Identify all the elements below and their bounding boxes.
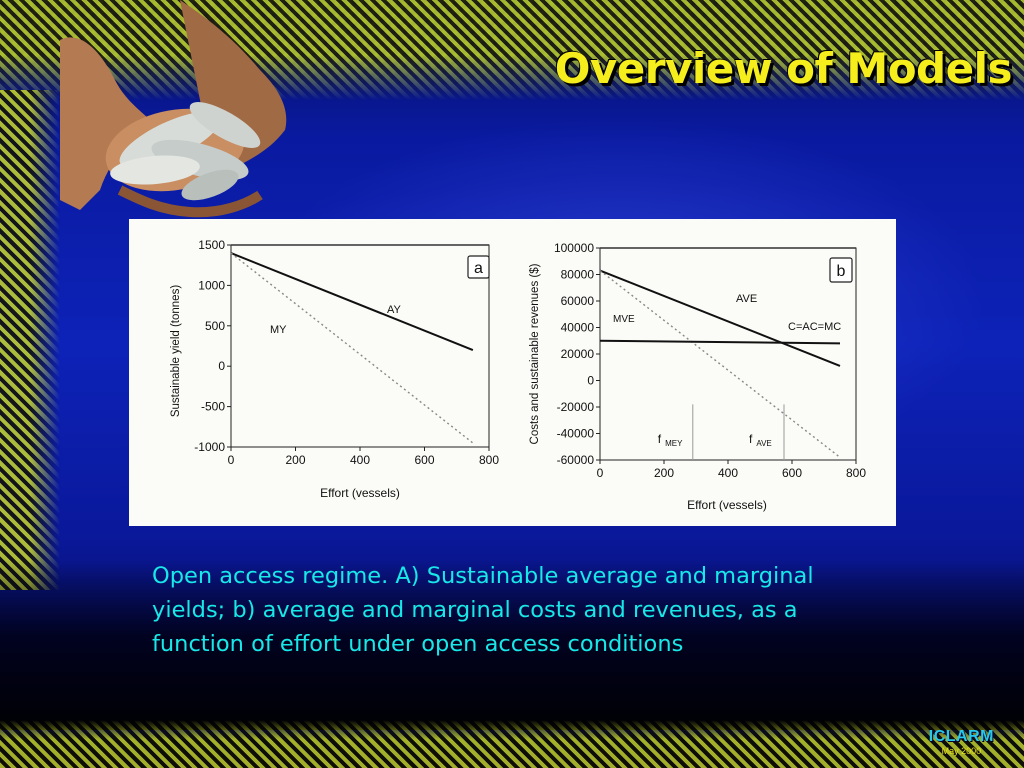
panel-a-xtick-label: 200 [285,453,305,467]
panel-b-ytick-label: -20000 [557,400,595,414]
slide-caption: Open access regime. A) Sustainable avera… [152,563,814,657]
panel-b-ytick-label: 0 [587,374,594,388]
iclarm-logo: ICLARM May 2000 [929,728,994,756]
woven-texture-top [0,0,1024,100]
panel-b-ytick-label: 80000 [561,268,595,282]
figure-svg: Sustainable yield (tonnes) Effort (vesse… [170,238,866,512]
series-label-ay: AY [387,304,402,316]
woven-texture-bottom [0,720,1024,768]
panel-b: Costs and sustainable revenues ($) Effor… [529,241,866,512]
panel-b-xtick-label: 0 [597,466,604,480]
series-line-mve [599,269,841,458]
panel-b-xlabel: Effort (vessels) [687,498,767,512]
panel-a-label-box [467,255,490,279]
panel-b-frame [599,247,857,461]
panel-b-xtick-label: 600 [782,466,802,480]
slide-title: Overview of Models [554,44,1013,93]
series-line-c-ac-mc [599,339,841,345]
panel-a-xlabel: Effort (vessels) [320,486,400,500]
panel-a-ytick-label: 1500 [198,238,225,252]
logo-text: ICLARM [928,728,994,745]
hands-holding-fish-image [60,0,287,218]
figure-panels: Sustainable yield (tonnes) Effort (vesse… [129,219,896,526]
panel-a-ytick-label: 1000 [198,278,225,292]
panel-a-xtick-label: 600 [414,453,434,467]
panel-b-ylabel: Costs and sustainable revenues ($) [529,263,541,444]
panel-a-ytick-label: 0 [218,359,225,373]
panel-a-xtick-label: 400 [350,453,370,467]
series-label-ave: AVE [736,293,757,305]
panel-b-ytick-label: 40000 [561,321,595,335]
panel-a-frame [230,244,490,448]
panel-b-xtick-label: 800 [846,466,866,480]
marker-label-ave: f AVE [749,432,772,448]
series-line-ay [230,252,474,351]
panel-b-label: b [837,263,846,280]
woven-texture-left [0,90,60,590]
panel-a-ylabel: Sustainable yield (tonnes) [170,285,182,417]
series-label-my: MY [270,324,287,336]
panel-b-xtick-label: 200 [654,466,674,480]
panel-b-ytick-label: 20000 [561,347,595,361]
dark-lower-band [0,560,1024,730]
series-label-mve: MVE [613,314,635,325]
panel-a-ytick-label: -500 [201,400,225,414]
panel-b-ytick-label: 100000 [554,241,594,255]
panel-a-ytick-label: 500 [205,319,225,333]
panel-a: Sustainable yield (tonnes) Effort (vesse… [170,238,499,500]
panel-b-label-box [829,257,853,283]
panel-b-ytick-label: -40000 [557,427,595,441]
panel-b-ytick-label: 60000 [561,294,595,308]
panel-a-xtick-label: 800 [479,453,499,467]
series-label-c-ac-mc: C=AC=MC [788,321,841,333]
marker-label-mey: f MEY [658,432,683,448]
panel-a-xtick-label: 0 [228,453,235,467]
panel-b-xtick-label: 400 [718,466,738,480]
panel-b-ytick-label: -60000 [557,453,595,467]
panel-a-ytick-label: -1000 [194,440,225,454]
panel-a-label: a [474,260,483,277]
series-line-ave [599,269,841,367]
footer-date: May 2000 [941,746,982,756]
series-line-my [230,252,474,444]
